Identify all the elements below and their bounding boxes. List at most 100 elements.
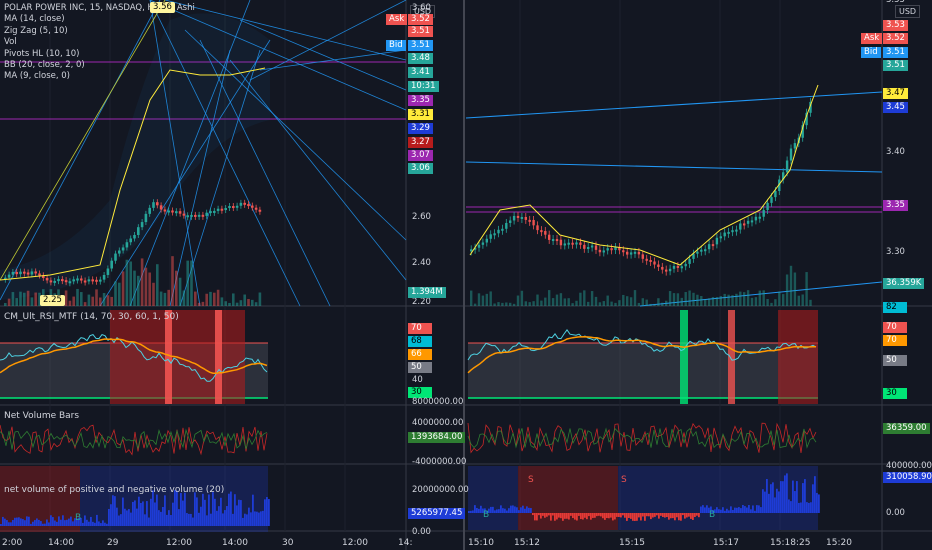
left-npv-bar [204, 499, 206, 526]
left-high-label: 3.56 [150, 2, 175, 13]
right-price-axis-tick: 3.30 [886, 247, 905, 257]
candle [536, 225, 539, 231]
candle [497, 229, 500, 234]
left-npv-bar [188, 513, 190, 526]
candle [42, 275, 45, 278]
candle [125, 242, 129, 248]
candle [477, 244, 481, 248]
left-npv-bar [256, 511, 258, 526]
candle [129, 238, 132, 243]
right-npv-bar [592, 513, 594, 518]
candle [493, 233, 496, 236]
left-npv-bar [138, 496, 140, 526]
legend-item[interactable]: MA (9, close, 0) [4, 71, 70, 82]
left-price-tag: 3.48 [408, 53, 433, 64]
volume-bar [470, 290, 473, 306]
left-npv-bar [118, 515, 120, 526]
right-npv-bar [480, 505, 482, 513]
right-npv-bar [796, 481, 798, 513]
left-npv-bar [214, 498, 216, 526]
candle [719, 236, 722, 239]
candle [148, 207, 151, 214]
candle [34, 271, 37, 274]
left-npv-bar [116, 507, 118, 526]
left-npv-bar [88, 521, 90, 526]
left-npv-bar [170, 515, 172, 526]
candle [684, 263, 687, 267]
right-npv-bar [630, 513, 632, 519]
volume-bar [114, 281, 117, 306]
left-npv-bar [4, 518, 6, 526]
candle [626, 251, 629, 255]
candle [629, 252, 633, 255]
candle [57, 279, 60, 282]
right-npv-bar [560, 513, 562, 519]
left-npv-bar [38, 519, 40, 526]
right-npv-bar [596, 513, 598, 517]
right-npv-bar [668, 513, 670, 520]
right-npv-bar [556, 513, 558, 520]
right-npv-bar [704, 507, 706, 513]
right-npv-bar [722, 507, 724, 513]
candle [785, 160, 789, 173]
legend-item[interactable]: BB (20, close, 2, 0) [4, 60, 85, 71]
volume-bar [649, 303, 652, 306]
left-npv-bar [6, 520, 8, 526]
candle [110, 260, 113, 269]
legend-item[interactable]: MA (14, close) [4, 14, 65, 25]
legend-item[interactable]: Vol [4, 37, 17, 48]
volume-bar [594, 296, 598, 306]
volume-bar [739, 291, 742, 306]
right-npv-bar [808, 502, 810, 513]
left-price-tag: 3.06 [408, 163, 433, 174]
volume-bar [163, 292, 167, 306]
right-npv-bar [688, 513, 690, 517]
volume-bar [626, 296, 629, 306]
left-npv-bar [156, 494, 158, 526]
right-npv-bar [650, 513, 652, 520]
candle [19, 271, 22, 275]
volume-bar [758, 290, 761, 306]
left-npv-bar [14, 517, 16, 526]
left-npv-bar [144, 514, 146, 526]
right-npv-bar [544, 513, 546, 518]
left-npv-bar [150, 498, 152, 526]
volume-bar [743, 292, 746, 306]
legend-item[interactable]: Zig Zag (5, 10) [4, 25, 68, 36]
candle [579, 242, 582, 245]
volume-bar [766, 298, 769, 306]
left-nvb-axis-tick: 4000000.00 [412, 418, 464, 428]
left-npv-bar [140, 502, 142, 526]
left-npv-bar [190, 513, 192, 526]
candle [171, 210, 174, 213]
right-rsi-price-tag: 70 [883, 335, 907, 346]
volume-bar [216, 289, 220, 306]
right-npv-bar [502, 508, 504, 513]
left-npv-bar [176, 490, 178, 526]
left-rsi-price-tag: 70 [408, 323, 432, 334]
volume-bar [520, 290, 524, 306]
candle [83, 280, 87, 283]
right-npv-bar [602, 513, 604, 519]
candle [118, 250, 121, 254]
right-npv-bar [648, 513, 650, 517]
candle [563, 243, 566, 246]
legend-item[interactable]: POLAR POWER INC, 15, NASDAQ, Heikin Ashi [4, 3, 195, 13]
volume-bar [148, 272, 151, 306]
left-nvb-green [0, 428, 268, 450]
volume-bar [563, 298, 566, 306]
right-nvb-red [467, 422, 817, 454]
volume-bar [106, 295, 110, 306]
volume-bar [688, 290, 691, 306]
right-npv-bar [720, 509, 722, 513]
left-npv-bar [228, 493, 230, 526]
candle [178, 211, 182, 214]
volume-bar [528, 302, 531, 306]
candle [544, 231, 547, 235]
right-currency-label[interactable]: USD [895, 5, 921, 18]
right-npv-bar [798, 502, 800, 513]
legend-item[interactable]: Pivots HL (10, 10) [4, 48, 80, 59]
right-npv-bar [712, 509, 714, 513]
candle [175, 211, 178, 214]
